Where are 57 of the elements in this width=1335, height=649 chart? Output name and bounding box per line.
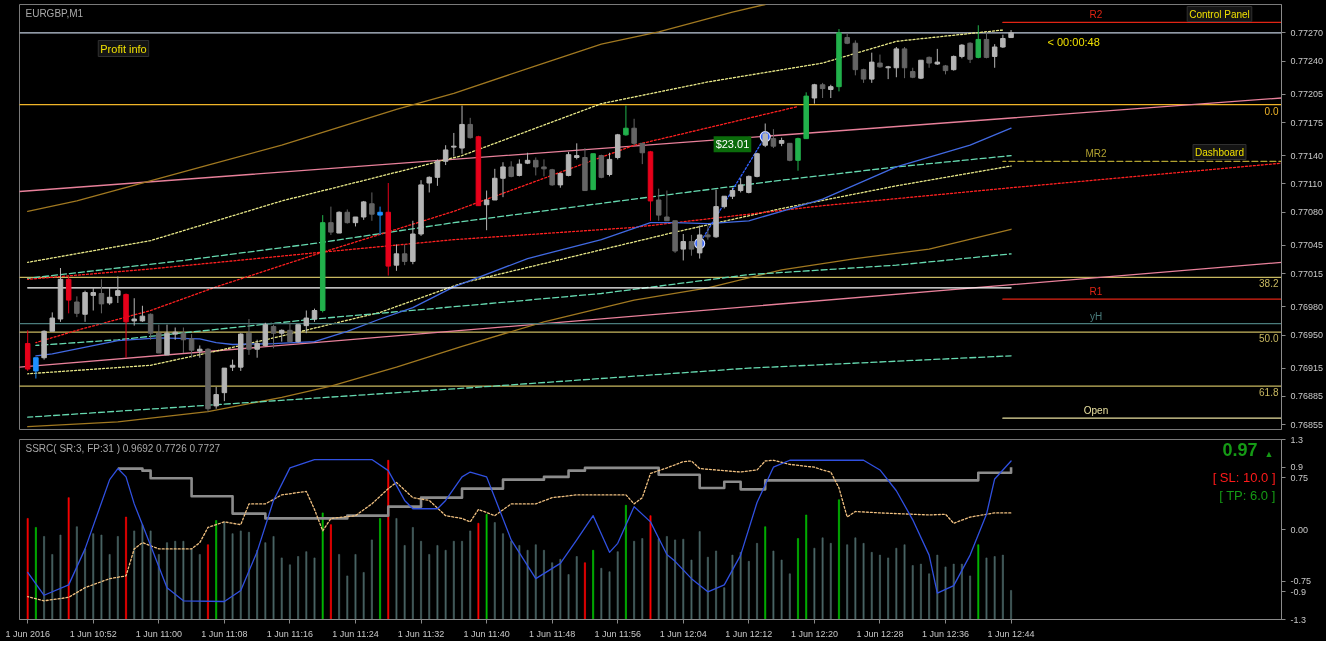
annotation: $23.01 [715,138,750,151]
annotation: [ SL: 10.0 ] [1212,469,1276,485]
x-tick-label: 1 Jun 11:56 [594,628,641,639]
x-tick-label: 1 Jun 11:40 [463,628,510,639]
y-tick-label: -1.3 [1290,614,1307,625]
y-tick-label: 0.76885 [1290,391,1324,402]
y-tick-label: 0.77045 [1290,240,1324,251]
series-label: Open [1083,405,1109,417]
y-tick-label: 0.77270 [1290,27,1324,38]
y-tick-label: -0.9 [1290,586,1307,597]
y-tick-label: 0.76915 [1290,363,1324,374]
y-tick-label: 0.77240 [1290,56,1324,67]
x-tick-label: 1 Jun 12:28 [856,628,904,639]
y-tick-label: 0.77015 [1290,268,1324,279]
x-tick-label: 1 Jun 12:04 [659,628,707,639]
series-label: 50.0 [1259,333,1279,345]
y-tick-label: 1.3 [1290,434,1304,445]
x-tick-label: 1 Jun 11:48 [528,628,576,639]
x-tick-label: 1 Jun 10:52 [69,628,117,639]
y-tick-label: 0.77205 [1290,89,1324,100]
series-label: R1 [1089,286,1103,298]
series-label: 38.2 [1259,278,1279,290]
x-tick-label: 1 Jun 2016 [5,628,50,639]
series-label: 61.8 [1259,387,1279,399]
y-tick-label: 0.9 [1290,462,1304,473]
y-tick-label: 0.76980 [1290,301,1324,312]
y-tick-label: 0.75 [1290,472,1309,483]
x-tick-label: 1 Jun 11:16 [266,628,314,639]
y-tick-label: 0.76855 [1290,419,1324,430]
x-tick-label: 1 Jun 12:20 [790,628,838,639]
annotation: Control Panel [1189,8,1250,20]
y-tick-label: 0.77110 [1290,178,1323,189]
x-tick-label: 1 Jun 12:36 [921,628,970,639]
series-label: MR2 [1085,148,1107,160]
chart-title: EURGBP,M1 [25,7,84,19]
series-label: R2 [1089,9,1103,21]
x-tick-label: 1 Jun 11:32 [397,628,445,639]
chart-title: SSRC( SR:3, FP:31 ) 0.9692 0.7726 0.7727 [25,442,221,454]
annotation: ▲ [1264,448,1274,459]
annotation: Dashboard [1195,146,1244,158]
y-tick-label: -0.75 [1290,576,1312,587]
annotation: < 00:00:48 [1047,35,1100,48]
y-tick-label: 0.77080 [1290,207,1324,218]
annotation: 0.97 [1222,439,1258,460]
series-label: 0.0 [1264,105,1279,117]
x-tick-label: 1 Jun 11:00 [135,628,182,639]
annotation: [ TP: 6.0 ] [1219,487,1276,503]
y-tick-label: 0.77140 [1290,150,1324,161]
y-tick-label: 0.00 [1290,524,1309,535]
x-tick-label: 1 Jun 12:44 [987,628,1035,639]
x-tick-label: 1 Jun 12:12 [725,628,773,639]
y-tick-label: 0.76950 [1290,330,1324,341]
x-tick-label: 1 Jun 11:24 [332,628,379,639]
series-label: yH [1089,310,1103,322]
x-tick-label: 1 Jun 11:08 [201,628,248,639]
annotation: Profit info [100,42,147,55]
y-tick-label: 0.77175 [1290,117,1324,128]
